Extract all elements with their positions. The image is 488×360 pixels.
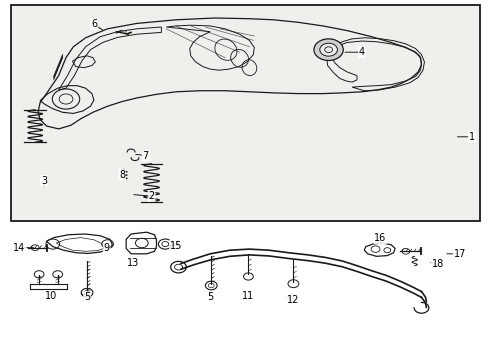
Text: 8: 8 xyxy=(119,170,125,180)
Text: 9: 9 xyxy=(103,243,109,253)
Text: 13: 13 xyxy=(126,258,139,268)
FancyBboxPatch shape xyxy=(11,5,479,221)
Text: 17: 17 xyxy=(452,249,465,259)
Text: 1: 1 xyxy=(468,132,474,142)
Text: 4: 4 xyxy=(358,47,364,57)
Text: 5: 5 xyxy=(84,292,90,302)
Text: 16: 16 xyxy=(373,233,386,243)
Text: 12: 12 xyxy=(286,294,299,305)
Text: 15: 15 xyxy=(169,240,182,251)
Text: 3: 3 xyxy=(41,176,47,186)
Text: 6: 6 xyxy=(91,19,97,30)
Text: 11: 11 xyxy=(242,291,254,301)
Text: 7: 7 xyxy=(142,150,148,161)
Text: 5: 5 xyxy=(207,292,213,302)
Text: 10: 10 xyxy=(45,291,58,301)
Text: 14: 14 xyxy=(13,243,26,253)
Text: 18: 18 xyxy=(430,259,443,269)
Circle shape xyxy=(319,43,337,56)
Text: 2: 2 xyxy=(148,191,154,201)
Circle shape xyxy=(313,39,343,60)
